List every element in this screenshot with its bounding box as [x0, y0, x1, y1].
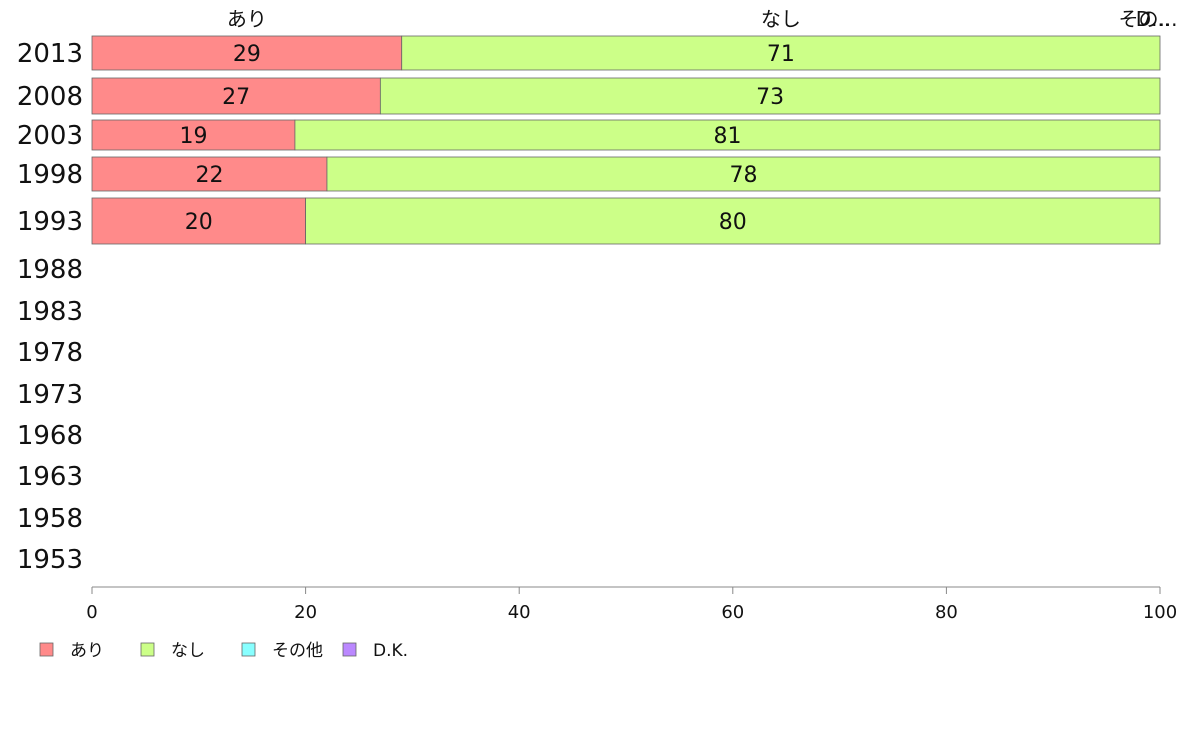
x-tick-label-20: 20	[294, 602, 317, 623]
y-tick-label-1958: 1958	[17, 504, 83, 534]
y-tick-label-1983: 1983	[17, 297, 83, 327]
value-label-2013-1: 71	[767, 42, 795, 67]
y-tick-label-1978: 1978	[17, 338, 83, 368]
x-tick-label-100: 100	[1143, 602, 1177, 623]
bars: 29 71 27 73 19 81 22 78 20 80	[91, 35, 1161, 245]
value-label-1998-0: 22	[195, 163, 223, 188]
value-label-1993-1: 80	[719, 210, 747, 235]
legend-swatch-2	[241, 642, 256, 657]
y-tick-label-1963: 1963	[17, 462, 83, 492]
legend-label-0: あり	[70, 641, 104, 661]
legend-label-2: その他	[272, 641, 323, 661]
bar-2003-0	[91, 119, 296, 151]
bar-1993-0	[91, 197, 307, 245]
y-tick-label-2003: 2003	[17, 121, 83, 151]
bar-2008-1	[379, 77, 1161, 115]
legend-swatch-1	[140, 642, 155, 657]
legend-swatch-0	[39, 642, 54, 657]
legend-swatch-3	[342, 642, 357, 657]
x-tick-label-60: 60	[721, 602, 744, 623]
y-tick-label-1973: 1973	[17, 380, 83, 410]
top-label-2: その...	[1118, 7, 1177, 31]
y-tick-label-2013: 2013	[17, 39, 83, 69]
bar-1998-0	[91, 156, 328, 192]
bar-2013-0	[91, 35, 403, 71]
top-label-0: あり	[227, 7, 267, 31]
top-series-labels: あり なし その...D...	[227, 7, 1178, 31]
value-label-2008-1: 73	[756, 85, 784, 110]
value-label-2003-1: 81	[713, 124, 741, 149]
x-axis: 0 20 40 60 80 100	[86, 586, 1177, 623]
y-tick-label-2008: 2008	[17, 82, 83, 112]
y-tick-label-1968: 1968	[17, 421, 83, 451]
bar-2013-1	[401, 35, 1161, 71]
y-tick-label-1993: 1993	[17, 207, 83, 237]
value-label-2003-0: 19	[179, 124, 207, 149]
value-label-1998-1: 78	[729, 163, 757, 188]
value-label-2013-0: 29	[233, 42, 261, 67]
bar-1993-1	[305, 197, 1161, 245]
value-label-2008-0: 27	[222, 85, 250, 110]
bar-2003-1	[294, 119, 1161, 151]
x-tick-label-80: 80	[935, 602, 958, 623]
legend-label-1: なし	[171, 641, 205, 661]
legend-label-3: D.K.	[373, 641, 408, 661]
legend: あり なし その他 D.K.	[39, 641, 408, 661]
y-tick-label-1953: 1953	[17, 545, 83, 575]
value-label-1993-0: 20	[185, 210, 213, 235]
x-tick-label-0: 0	[86, 602, 97, 623]
x-tick-label-40: 40	[508, 602, 531, 623]
top-label-1: なし	[761, 7, 801, 31]
y-axis-labels: 2013 2008 2003 1998 1993 1988 1983 1978 1973 1968…	[17, 39, 83, 575]
top-label-3: D...	[1136, 7, 1170, 31]
bar-2008-0	[91, 77, 381, 115]
y-tick-label-1998: 1998	[17, 160, 83, 190]
y-tick-label-1988: 1988	[17, 255, 83, 285]
bar-1998-1	[326, 156, 1161, 192]
